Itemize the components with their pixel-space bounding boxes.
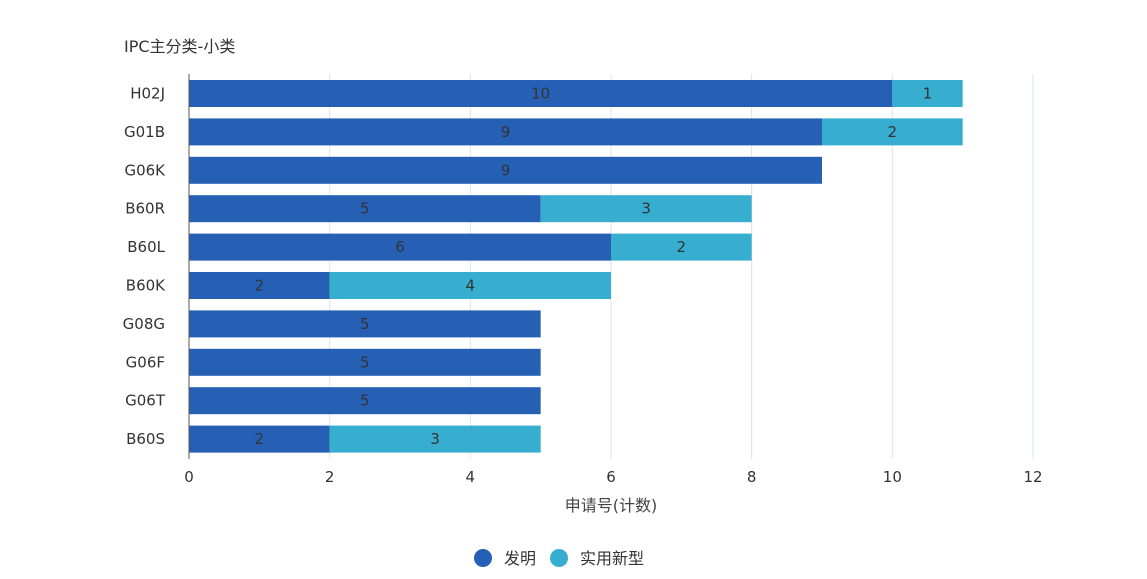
bar-value-label: 10	[531, 85, 550, 103]
bar-value-label: 5	[360, 200, 370, 218]
y-category-label: G06T	[125, 392, 166, 410]
bar-value-label: 5	[360, 353, 370, 371]
x-axis-title: 申请号(计数)	[565, 496, 658, 515]
bar-value-label: 2	[255, 277, 265, 295]
bar-value-label: 3	[430, 430, 440, 448]
x-tick-label: 12	[1023, 468, 1042, 486]
y-category-label: B60R	[125, 200, 165, 218]
bar-value-label: 9	[501, 161, 511, 179]
y-category-label: B60K	[126, 277, 166, 295]
legend-item[interactable]: 发明	[474, 549, 536, 568]
legend[interactable]: 发明 实用新型	[474, 549, 644, 568]
y-category-label: B60S	[126, 430, 165, 448]
bar-value-label: 1	[923, 85, 933, 103]
y-category-label: H02J	[130, 85, 165, 103]
bar-value-label: 5	[360, 392, 370, 410]
bar-value-label: 6	[395, 238, 405, 256]
bar-value-label: 2	[255, 430, 265, 448]
legend-marker	[474, 549, 492, 567]
bar-value-label: 9	[501, 123, 511, 141]
bars	[189, 80, 963, 453]
x-tick-label: 4	[466, 468, 476, 486]
legend-marker	[550, 549, 568, 567]
legend-label: 实用新型	[580, 549, 644, 568]
y-category-label: G08G	[123, 315, 165, 333]
x-tick-label: 8	[747, 468, 757, 486]
x-tick-label: 10	[883, 468, 902, 486]
bar-value-label: 5	[360, 315, 370, 333]
y-category-label: B60L	[127, 238, 165, 256]
x-tick-label: 2	[325, 468, 335, 486]
legend-item[interactable]: 实用新型	[550, 549, 644, 568]
legend-label: 发明	[504, 549, 536, 568]
bar-value-label: 4	[466, 277, 476, 295]
y-category-label: G01B	[124, 123, 165, 141]
x-tick-label: 6	[606, 468, 616, 486]
x-tick-label: 0	[184, 468, 194, 486]
y-category-label: G06K	[124, 161, 166, 179]
chart-title: IPC主分类-小类	[124, 37, 235, 56]
y-category-label: G06F	[126, 353, 165, 371]
bar-value-label: 2	[677, 238, 687, 256]
bar-value-label: 2	[888, 123, 898, 141]
bar-value-label: 3	[641, 200, 651, 218]
